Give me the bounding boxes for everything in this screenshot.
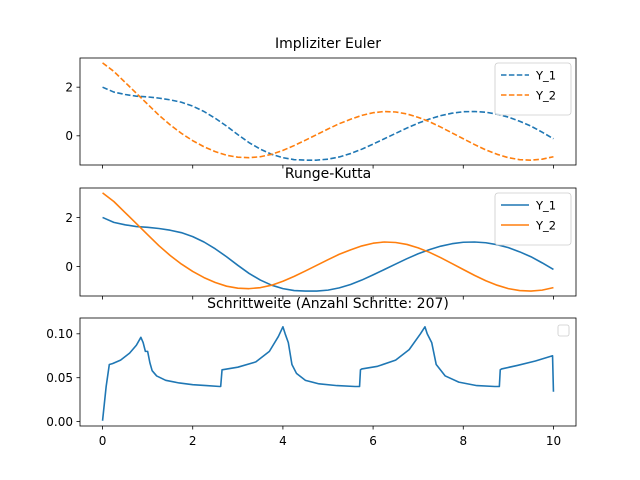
legend-box <box>494 192 572 246</box>
legend: Y_1Y_2 <box>494 192 572 246</box>
axes-frame <box>79 57 577 166</box>
x-tick-label: 2 <box>189 434 197 448</box>
x-tick-label: 4 <box>279 434 287 448</box>
axes-frame <box>79 187 577 297</box>
y-tick-label: 0 <box>65 260 73 274</box>
x-tick-label: 10 <box>546 434 561 448</box>
y-tick-label: 0.05 <box>46 371 73 385</box>
subplot-title: Runge-Kutta <box>285 166 371 182</box>
subplot-title: Schrittweite (Anzahl Schritte: 207) <box>207 296 449 312</box>
series-line-y_1 <box>102 86 554 161</box>
legend-label: Y_1 <box>535 69 556 83</box>
y-tick-label: 2 <box>65 80 73 94</box>
y-tick-label: 0.00 <box>46 415 73 429</box>
legend-label: Y_2 <box>535 89 556 103</box>
legend-box <box>557 324 570 337</box>
x-tick-label: 8 <box>459 434 467 448</box>
series-line-y_2 <box>102 192 554 292</box>
y-tick-label: 0.10 <box>46 327 73 341</box>
subplot-3: 0 2 4 6 8 10 0.00 0.05 0.10 Schrittweite (Anzahl … <box>46 296 577 448</box>
series-line-y_2 <box>102 62 554 161</box>
x-tick-label: 6 <box>369 434 377 448</box>
axes-frame <box>79 317 577 427</box>
legend-label: Y_1 <box>535 199 556 213</box>
legend-label: Y_2 <box>535 219 556 233</box>
legend: Y_1Y_2 <box>494 62 572 116</box>
x-tick-label: 0 <box>99 434 107 448</box>
series-line-y_1 <box>102 216 554 292</box>
series-line-step-size <box>101 325 555 421</box>
y-tick-label: 0 <box>65 129 73 143</box>
subplot-title: Impliziter Euler <box>275 36 381 52</box>
legend-box <box>494 62 572 116</box>
y-tick-label: 2 <box>65 211 73 225</box>
